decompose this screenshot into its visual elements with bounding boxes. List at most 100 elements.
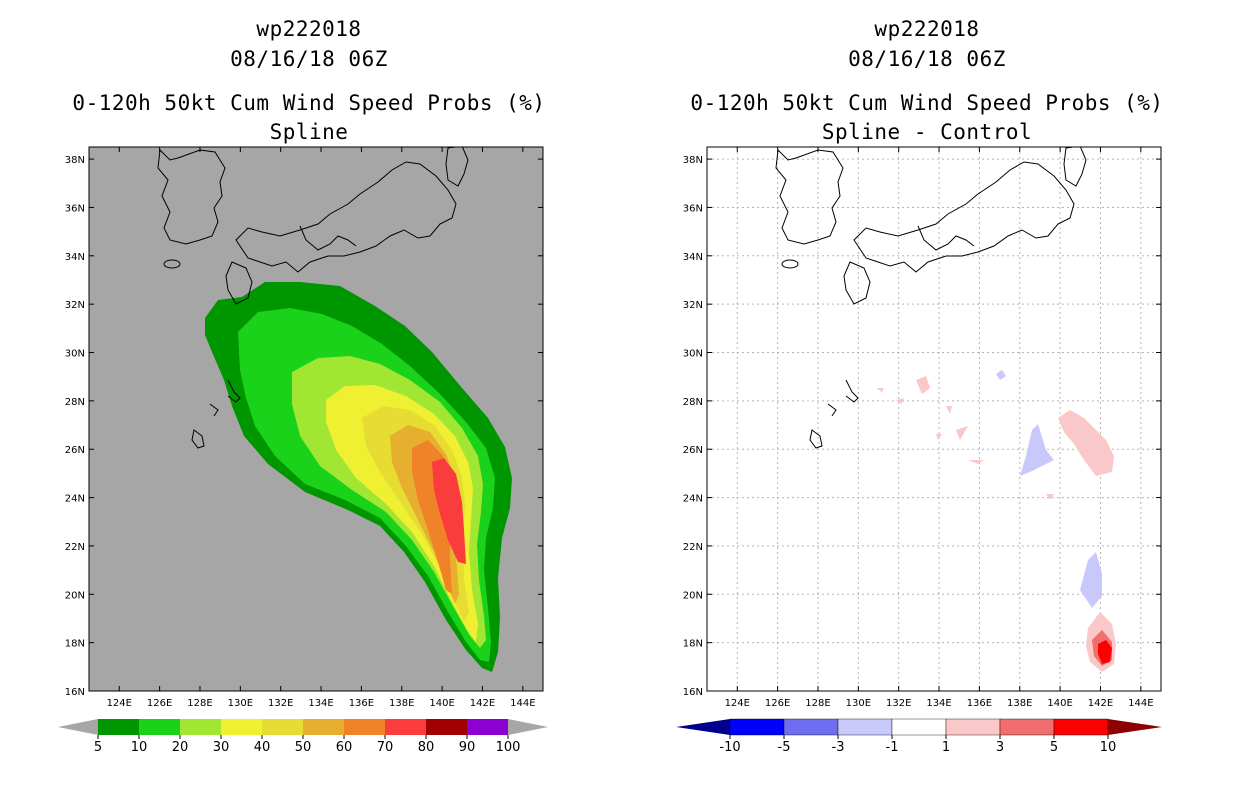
- lon-tick-label: 144E: [510, 698, 535, 709]
- lon-tick-label: 142E: [1088, 698, 1113, 709]
- colorbar-segment: [303, 719, 344, 735]
- colorbar-segment: [837, 718, 893, 736]
- lon-tick-label: 138E: [1007, 698, 1032, 709]
- colorbar-label: 5: [94, 740, 102, 755]
- left-map: 124E 126E 128E 130E 132E 134E 136E 138E 140E 142E…: [58, 146, 548, 755]
- lat-tick-label: 16N: [683, 687, 703, 698]
- difference-contours: [876, 370, 1116, 672]
- colorbar-label: 90: [459, 740, 476, 755]
- lat-tick-label: 26N: [683, 445, 703, 456]
- colorbar-segment: [729, 718, 785, 736]
- lat-tick-label: 34N: [683, 252, 703, 263]
- lon-tick-label: 128E: [805, 698, 830, 709]
- colorbar-segment: [98, 719, 139, 735]
- right-panel: wp222018 08/16/18 06Z 0-120h 50kt Cum Wi…: [618, 0, 1236, 800]
- lon-tick-label: 136E: [349, 698, 374, 709]
- lon-tick-label: 142E: [470, 698, 495, 709]
- colorbar-segment: [1053, 718, 1109, 736]
- lat-tick-label: 24N: [65, 494, 85, 505]
- map-frame: [706, 146, 1162, 692]
- colorbar-label: 3: [996, 740, 1004, 755]
- colorbar-low-triangle: [58, 719, 98, 735]
- colorbar: -10 -5 -3 -1 1 3 5 10: [676, 718, 1162, 755]
- coastlines: [775, 147, 1087, 449]
- colorbar-segment: [180, 719, 221, 735]
- colorbar-segment: [891, 718, 947, 736]
- left-panel: wp222018 08/16/18 06Z 0-120h 50kt Cum Wi…: [58, 17, 548, 755]
- colorbar-label: 10: [131, 740, 148, 755]
- lon-tick-label: 130E: [228, 698, 253, 709]
- lon-tick-label: 138E: [389, 698, 414, 709]
- colorbar-label: 70: [377, 740, 394, 755]
- positive-diff-2: [876, 388, 884, 392]
- product-title: 0-120h 50kt Cum Wind Speed Probs (%): [690, 91, 1164, 115]
- colorbar-segment: [467, 719, 508, 735]
- colorbar-segment: [139, 719, 180, 735]
- lon-tick-label: 136E: [967, 698, 992, 709]
- lat-tick-label: 22N: [65, 542, 85, 553]
- positive-diff-12: [1098, 640, 1112, 664]
- colorbar-label: 60: [336, 740, 353, 755]
- negative-diff-2: [1020, 424, 1054, 476]
- positive-diff-5: [956, 426, 968, 440]
- lon-tick-label: 140E: [429, 698, 454, 709]
- lon-tick-label: 124E: [725, 698, 750, 709]
- colorbar-label: -10: [719, 740, 740, 755]
- negative-diff-1: [996, 370, 1006, 380]
- lat-tick-label: 36N: [683, 203, 703, 214]
- lat-tick-label: 26N: [65, 445, 85, 456]
- colorbar-segment: [426, 719, 467, 735]
- lon-tick-label: 132E: [886, 698, 911, 709]
- axis-ticks: 124E 126E 128E 130E 132E 134E 136E 138E 140E 142E…: [65, 147, 543, 709]
- positive-diff-4: [946, 406, 952, 414]
- lat-tick-label: 34N: [65, 252, 85, 263]
- lat-tick-label: 32N: [683, 300, 703, 311]
- positive-diff-1: [916, 376, 930, 394]
- datetime: 08/16/18 06Z: [848, 47, 1006, 71]
- right-map: 124E 126E 128E 130E 132E 134E 136E 138E 140E 142E…: [676, 146, 1162, 755]
- axis-ticks: 124E 126E 128E 130E 132E 134E 136E 138E 140E 142E…: [683, 147, 1161, 709]
- lon-tick-label: 124E: [107, 698, 132, 709]
- colorbar-segment: [262, 719, 303, 735]
- colorbar-label: 5: [1050, 740, 1058, 755]
- colorbar-segment: [999, 718, 1055, 736]
- positive-diff-3: [896, 398, 904, 404]
- datetime: 08/16/18 06Z: [230, 47, 388, 71]
- lon-tick-label: 132E: [268, 698, 293, 709]
- colorbar-label: 40: [254, 740, 271, 755]
- colorbar-label: 50: [295, 740, 312, 755]
- lat-tick-label: 28N: [683, 397, 703, 408]
- positive-diff-7: [968, 460, 984, 464]
- lat-tick-label: 36N: [65, 203, 85, 214]
- positive-diff-8: [1058, 410, 1114, 476]
- lon-tick-label: 134E: [926, 698, 951, 709]
- colorbar-label: -5: [778, 740, 791, 755]
- contour-70: [432, 458, 466, 564]
- lat-tick-label: 32N: [65, 300, 85, 311]
- colorbar-label: 80: [418, 740, 435, 755]
- lat-tick-label: 20N: [65, 590, 85, 601]
- positive-diff-9: [1046, 494, 1054, 500]
- colorbar-segment: [783, 718, 839, 736]
- lon-tick-label: 140E: [1047, 698, 1072, 709]
- lat-tick-label: 22N: [683, 542, 703, 553]
- colorbar-label: 20: [172, 740, 189, 755]
- lat-tick-label: 30N: [683, 349, 703, 360]
- lon-tick-label: 144E: [1128, 698, 1153, 709]
- lat-tick-label: 38N: [65, 155, 85, 166]
- lat-tick-label: 38N: [683, 155, 703, 166]
- panel-subtitle: Spline: [269, 120, 349, 144]
- product-title: 0-120h 50kt Cum Wind Speed Probs (%): [72, 91, 546, 115]
- colorbar-label: 10: [1100, 740, 1117, 755]
- lat-tick-label: 24N: [683, 494, 703, 505]
- colorbar-label: -1: [886, 740, 899, 755]
- storm-id: wp222018: [874, 17, 980, 41]
- colorbar-segment: [221, 719, 262, 735]
- lat-tick-label: 28N: [65, 397, 85, 408]
- lat-tick-label: 16N: [65, 687, 85, 698]
- panel-subtitle: Spline - Control: [821, 120, 1033, 144]
- lat-tick-label: 18N: [65, 639, 85, 650]
- map-background: [707, 147, 1161, 691]
- colorbar-high-triangle: [508, 719, 548, 735]
- colorbar-label: -3: [832, 740, 845, 755]
